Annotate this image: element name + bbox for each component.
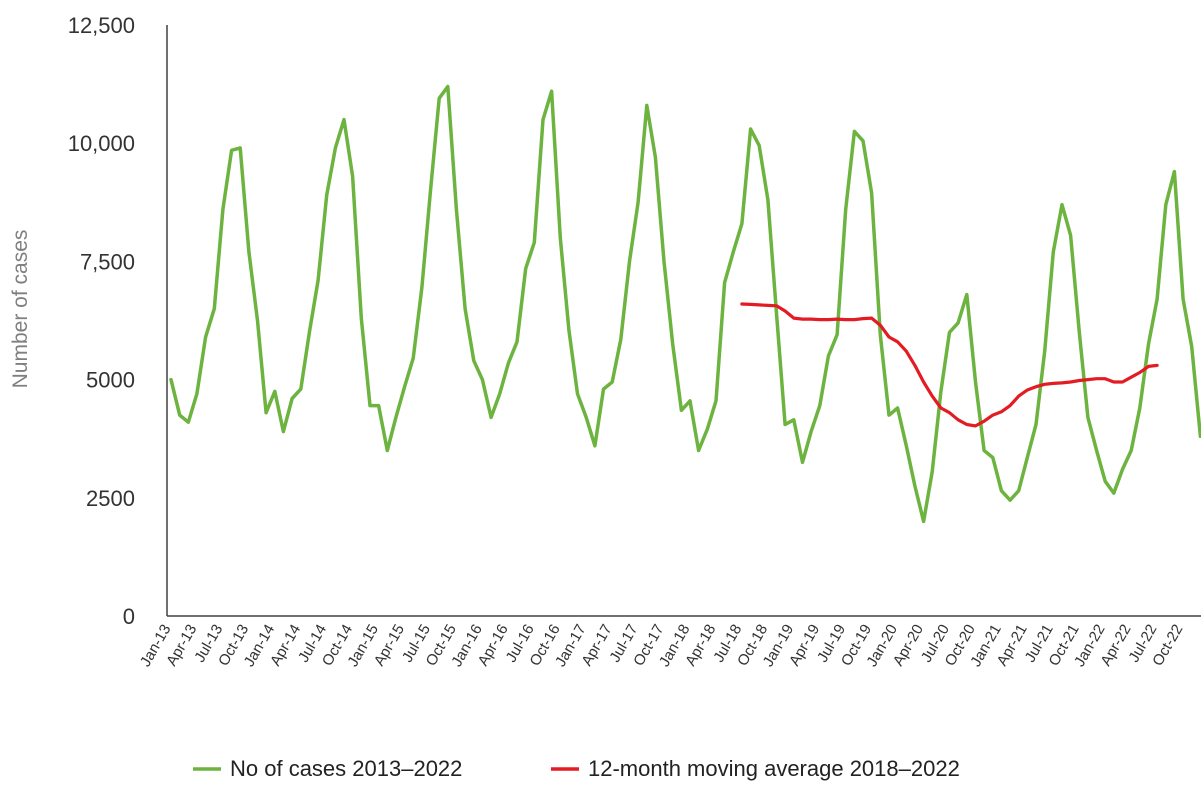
- legend-label: No of cases 2013–2022: [230, 756, 462, 781]
- axes: 0250050007,50010,00012,500Jan-13Apr-13Ju…: [68, 13, 1201, 670]
- legend-label: 12-month moving average 2018–2022: [588, 756, 960, 781]
- y-tick-label: 10,000: [68, 131, 135, 156]
- y-axis-label: Number of cases: [9, 230, 32, 389]
- series-line-cases: [169, 84, 1201, 524]
- series-line-moving-average: [740, 302, 1159, 428]
- y-tick-label: 7,500: [80, 249, 135, 274]
- y-tick-label: 0: [123, 604, 135, 629]
- y-tick-label: 5000: [86, 368, 135, 393]
- y-tick-label: 2500: [86, 486, 135, 511]
- y-tick-label: 12,500: [68, 13, 135, 38]
- series-lines: [169, 84, 1201, 524]
- legend: No of cases 2013–2022 12-month moving ave…: [193, 756, 960, 781]
